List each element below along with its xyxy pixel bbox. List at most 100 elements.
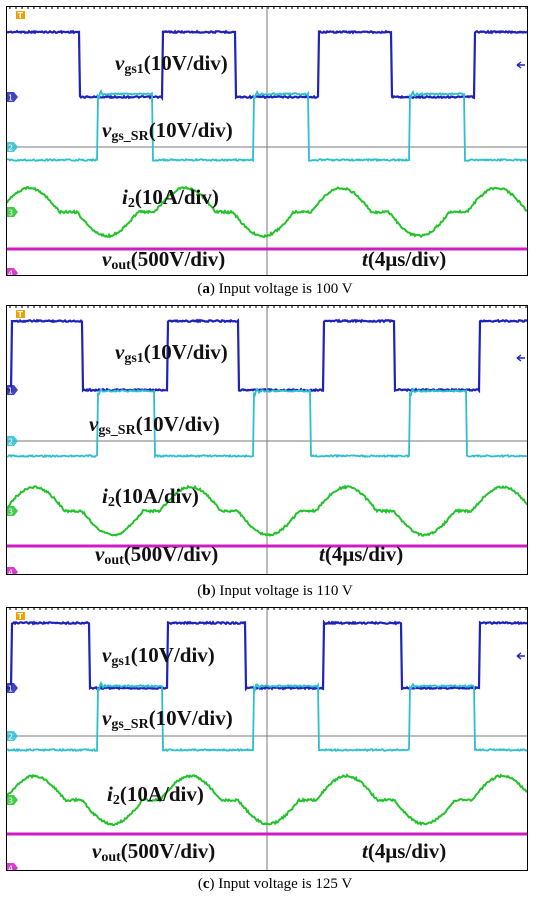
top-dotted-edge	[363, 7, 365, 9]
top-dotted-edge	[501, 7, 503, 9]
top-dotted-edge	[507, 608, 509, 610]
label-vgs1-c: vgs1(10V/div)	[102, 643, 215, 669]
top-dotted-edge	[453, 306, 455, 308]
top-dotted-edge	[351, 7, 353, 9]
top-dotted-edge	[111, 306, 113, 308]
top-dotted-edge	[33, 7, 35, 9]
top-dotted-edge	[255, 7, 257, 9]
top-dotted-edge	[201, 608, 203, 610]
top-dotted-edge	[297, 608, 299, 610]
channel-4-marker: 4	[7, 268, 18, 275]
trigger-level-arrow-icon	[516, 354, 525, 362]
top-dotted-edge	[237, 306, 239, 308]
channel-marker-label: 3	[8, 209, 13, 218]
top-dotted-edge	[459, 7, 461, 9]
channel-marker-shape	[7, 683, 18, 693]
label-i2-b: i2(10A/div)	[102, 484, 199, 510]
top-dotted-edge	[87, 306, 89, 308]
top-dotted-edge	[519, 7, 521, 9]
top-dotted-edge	[243, 7, 245, 9]
top-dotted-edge	[153, 306, 155, 308]
top-dotted-edge	[273, 306, 275, 308]
top-dotted-edge	[303, 306, 305, 308]
top-dotted-edge	[63, 306, 65, 308]
top-dotted-edge	[87, 608, 89, 610]
waveform-plot-b: 1 2 3 4 T	[7, 306, 527, 574]
vgs1-trace	[7, 29, 527, 101]
top-dotted-edge	[321, 608, 323, 610]
top-dotted-edge	[405, 306, 407, 308]
top-dotted-edge	[21, 608, 23, 610]
top-dotted-edge	[267, 608, 269, 610]
top-dotted-edge	[339, 608, 341, 610]
top-dotted-edge	[483, 7, 485, 9]
label-time-c: t(4μs/div)	[362, 839, 447, 863]
label-vgs1-b: vgs1(10V/div)	[115, 340, 228, 366]
top-dotted-edge	[303, 7, 305, 9]
vgs-sr-trace	[7, 88, 527, 163]
label-vgs-sr-b: vgs_SR(10V/div)	[89, 412, 220, 438]
top-dotted-edge	[291, 7, 293, 9]
top-dotted-edge	[207, 7, 209, 9]
label-vout-a: vout(500V/div)	[102, 247, 226, 273]
top-dotted-edge	[165, 306, 167, 308]
top-dotted-edge	[291, 306, 293, 308]
channel-marker-label: 1	[8, 94, 13, 103]
top-dotted-edge	[153, 608, 155, 610]
top-dotted-edge	[261, 7, 263, 9]
channel-1-marker: 1	[7, 92, 18, 103]
top-dotted-edge	[483, 608, 485, 610]
top-dotted-edge	[381, 608, 383, 610]
top-dotted-edge	[165, 7, 167, 9]
trigger-marker-box	[16, 11, 25, 19]
trigger-marker-label: T	[18, 612, 24, 621]
top-dotted-edge	[9, 608, 11, 610]
top-dotted-edge	[411, 7, 413, 9]
top-dotted-edge	[483, 306, 485, 308]
top-dotted-edge	[501, 608, 503, 610]
top-dotted-edge	[105, 7, 107, 9]
top-dotted-edge	[225, 306, 227, 308]
top-dotted-edge	[333, 306, 335, 308]
top-dotted-edge	[177, 608, 179, 610]
vgs-sr-trace	[7, 680, 527, 753]
top-dotted-edge	[405, 608, 407, 610]
waveform-plot-a: 1 2 3 4 T	[7, 7, 527, 275]
top-dotted-edge	[9, 306, 11, 308]
top-dotted-edge	[15, 608, 17, 610]
top-dotted-edge	[459, 306, 461, 308]
vgs-sr-trace	[7, 387, 527, 459]
top-dotted-edge	[399, 7, 401, 9]
top-dotted-edge	[69, 7, 71, 9]
channel-marker-shape	[7, 385, 18, 395]
top-dotted-edge	[267, 306, 269, 308]
top-dotted-edge	[93, 7, 95, 9]
top-dotted-edge	[129, 608, 131, 610]
top-dotted-edge	[309, 608, 311, 610]
channel-marker-shape	[7, 92, 18, 102]
label-vout-c: vout(500V/div)	[92, 839, 216, 865]
top-dotted-edge	[45, 608, 47, 610]
top-dotted-edge	[465, 306, 467, 308]
top-dotted-edge	[207, 608, 209, 610]
trigger-level-arrow-icon	[516, 61, 525, 69]
top-dotted-edge	[321, 7, 323, 9]
top-dotted-edge	[519, 306, 521, 308]
top-dotted-edge	[135, 7, 137, 9]
channel-2-marker: 2	[7, 436, 18, 447]
top-dotted-edge	[69, 608, 71, 610]
top-dotted-edge	[423, 608, 425, 610]
top-dotted-edge	[489, 7, 491, 9]
top-dotted-edge	[315, 306, 317, 308]
top-dotted-edge	[375, 7, 377, 9]
top-dotted-edge	[525, 608, 527, 610]
top-dotted-edge	[141, 608, 143, 610]
top-dotted-edge	[183, 7, 185, 9]
top-dotted-edge	[93, 306, 95, 308]
label-vgs-sr-a: vgs_SR(10V/div)	[102, 118, 233, 144]
top-dotted-edge	[81, 608, 83, 610]
top-dotted-edge	[15, 306, 17, 308]
top-dotted-edge	[51, 306, 53, 308]
trigger-marker-label: T	[18, 310, 24, 319]
top-dotted-edge	[477, 608, 479, 610]
